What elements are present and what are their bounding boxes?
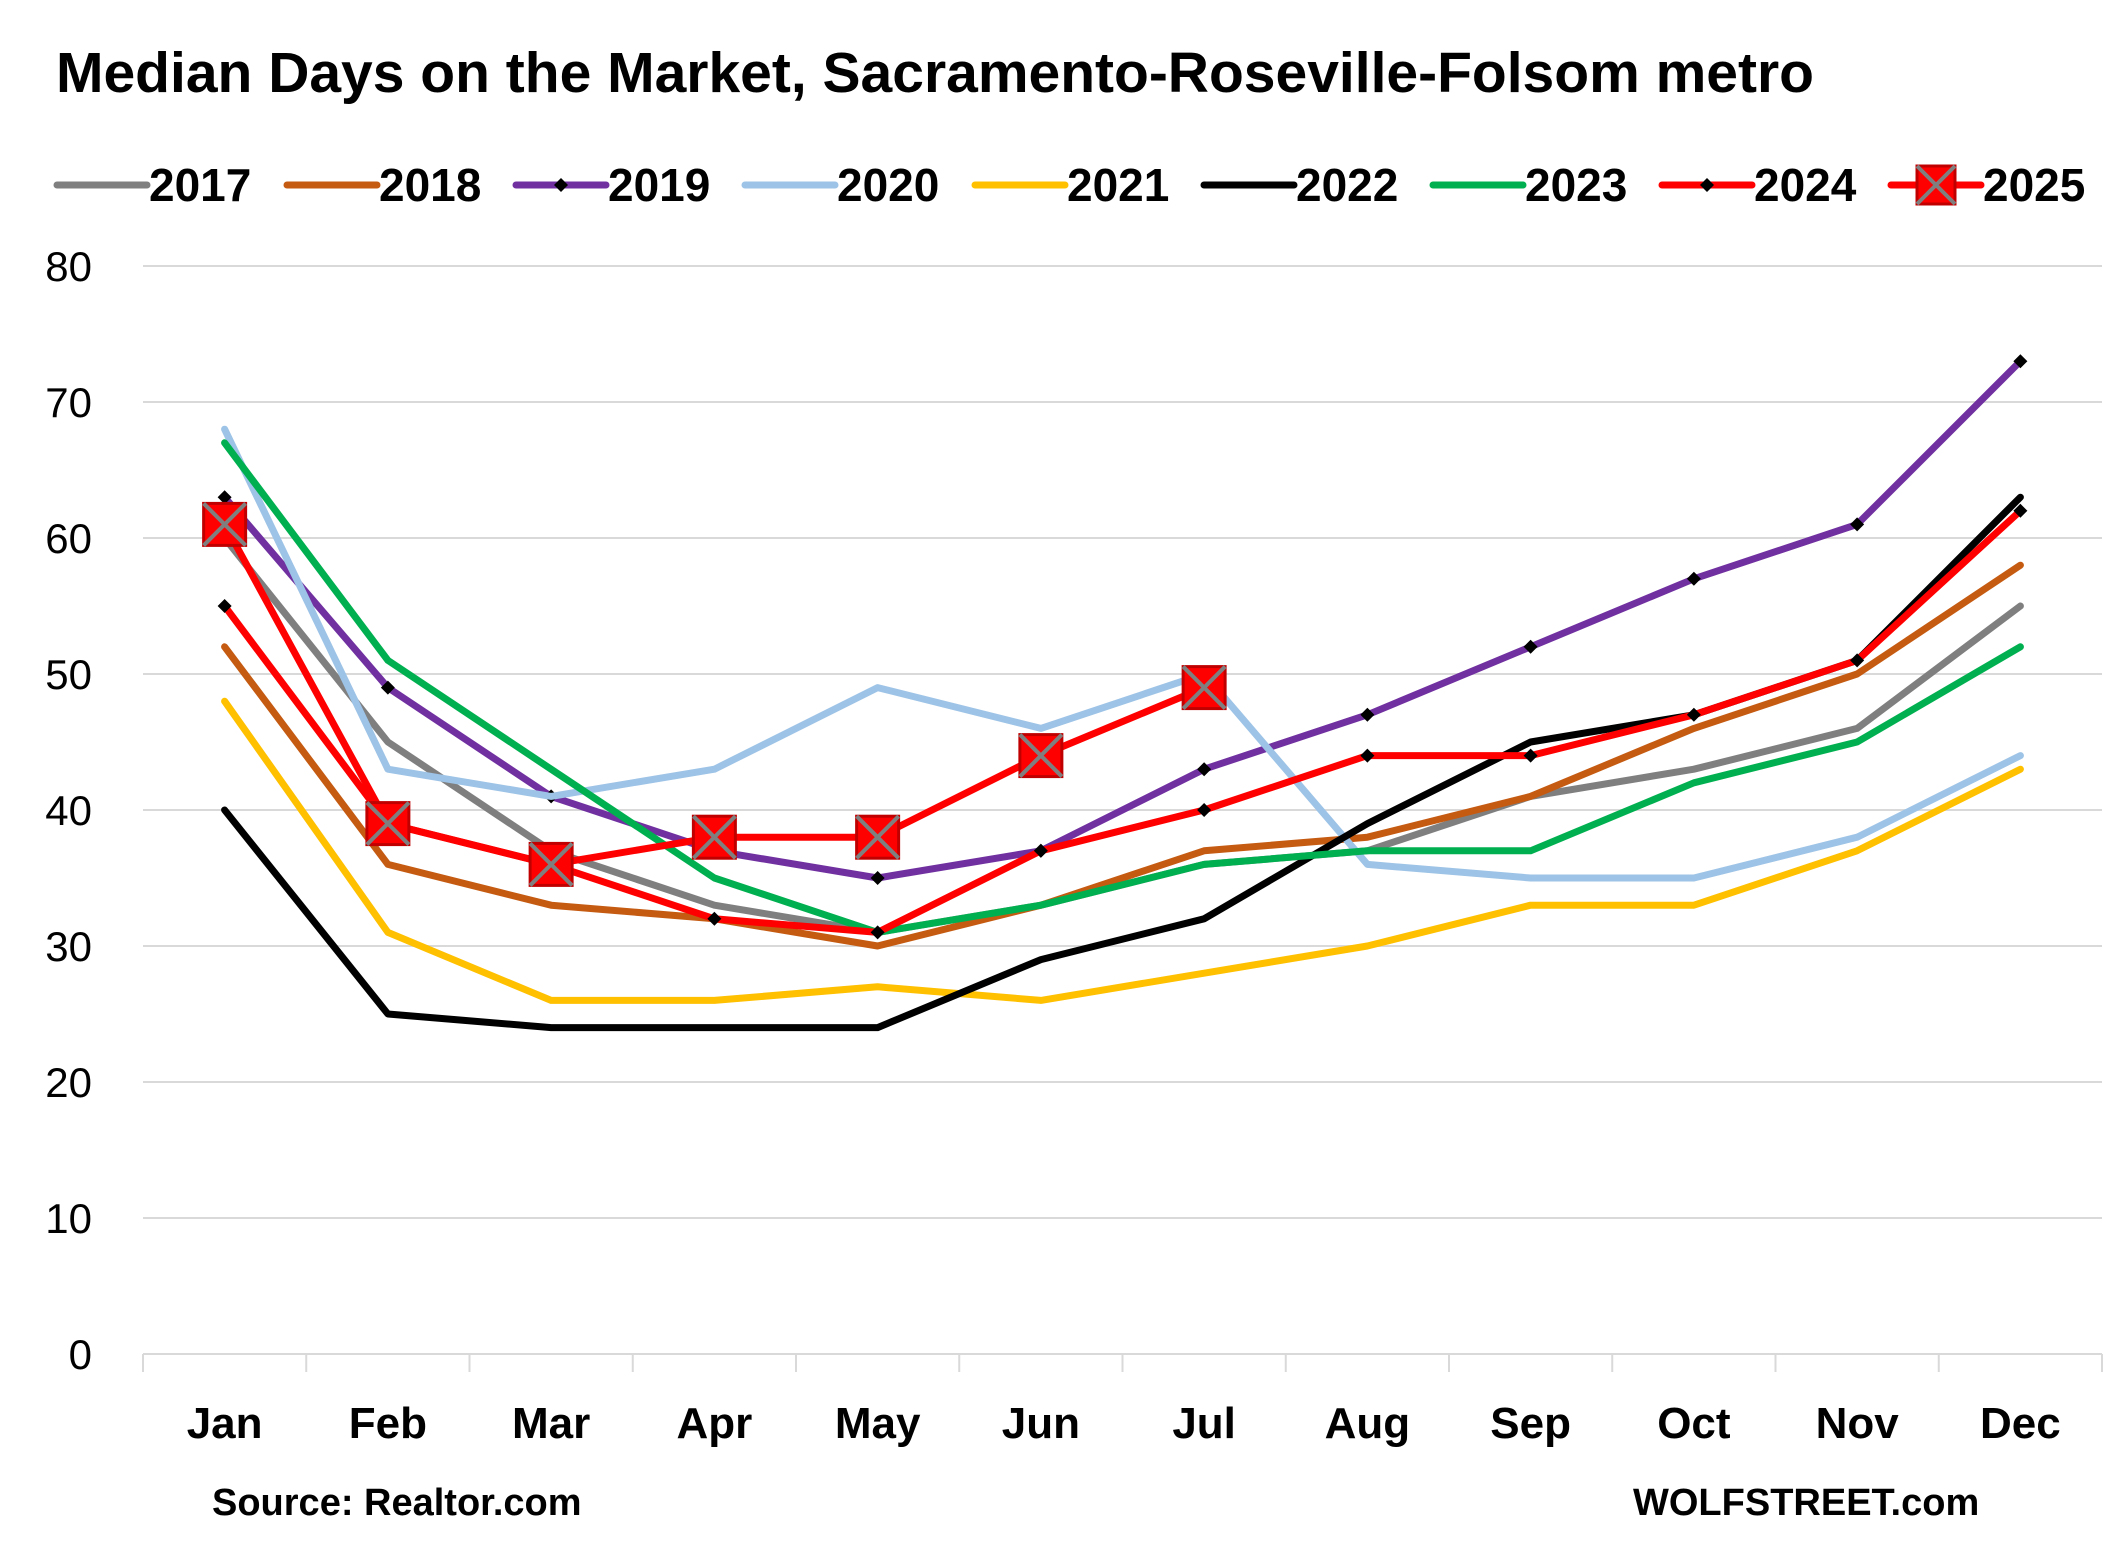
data-point bbox=[202, 501, 248, 547]
y-tick-label: 70 bbox=[45, 379, 92, 426]
data-point bbox=[1523, 639, 1538, 654]
y-tick-label: 60 bbox=[45, 515, 92, 562]
data-point bbox=[1018, 733, 1064, 779]
y-tick-label: 30 bbox=[45, 923, 92, 970]
credit-note: WOLFSTREET.com bbox=[1633, 1482, 1980, 1524]
x-tick-label: Oct bbox=[1657, 1399, 1731, 1448]
legend-item-2020: 2020 bbox=[741, 159, 939, 211]
series-line-2019 bbox=[221, 357, 2024, 882]
legend-label: 2025 bbox=[1983, 159, 2085, 211]
data-point bbox=[1033, 843, 1048, 858]
series-line-2021 bbox=[221, 697, 2024, 1004]
chart-title: Median Days on the Market, Sacramento-Ro… bbox=[56, 41, 1814, 105]
series-line-2018 bbox=[221, 561, 2024, 950]
x-tick-label: Mar bbox=[512, 1399, 590, 1448]
x-tick-label: Feb bbox=[349, 1399, 427, 1448]
data-point bbox=[2013, 503, 2028, 518]
y-tick-label: 80 bbox=[45, 243, 92, 290]
data-point bbox=[1850, 517, 1865, 532]
y-tick-label: 10 bbox=[45, 1195, 92, 1242]
x-tick-label: Jul bbox=[1172, 1399, 1236, 1448]
y-tick-label: 20 bbox=[45, 1059, 92, 1106]
legend-item-2018: 2018 bbox=[283, 159, 481, 211]
data-point bbox=[870, 871, 885, 885]
plot-series bbox=[202, 354, 2028, 1032]
data-point bbox=[528, 841, 574, 887]
x-tick-label: Dec bbox=[1980, 1399, 2061, 1448]
data-point bbox=[870, 925, 885, 940]
data-point bbox=[365, 801, 411, 847]
data-point bbox=[691, 814, 737, 860]
data-point bbox=[1360, 707, 1375, 722]
legend-label: 2022 bbox=[1296, 159, 1398, 211]
data-point bbox=[1197, 762, 1212, 777]
series-2025 bbox=[202, 501, 1227, 887]
x-tick-label: Nov bbox=[1816, 1399, 1900, 1448]
x-tick-label: Jun bbox=[1002, 1399, 1080, 1448]
legend-item-2017: 2017 bbox=[53, 159, 251, 211]
x-tick-label: May bbox=[835, 1399, 921, 1448]
legend-item-2021: 2021 bbox=[971, 159, 1169, 211]
y-tick-label: 0 bbox=[69, 1331, 92, 1378]
x-tick-label: Apr bbox=[676, 1399, 752, 1448]
legend-item-2019: 2019 bbox=[512, 159, 710, 211]
y-tick-label: 50 bbox=[45, 651, 92, 698]
x-tick-label: Jan bbox=[187, 1399, 263, 1448]
data-point bbox=[855, 814, 901, 860]
x-axis: Jan Feb Mar Apr May Jun Jul Aug Sep Oct Nov Dec bbox=[142, 1353, 2103, 1448]
legend: 2017 2018 2019 2020 2021 2022 2023 2024 2025 bbox=[53, 159, 2085, 211]
data-point bbox=[1181, 665, 1227, 711]
series-line-2023 bbox=[221, 439, 2024, 936]
series-2020 bbox=[221, 425, 2024, 882]
legend-label: 2018 bbox=[379, 159, 481, 211]
data-point bbox=[217, 490, 232, 505]
legend-label: 2020 bbox=[837, 159, 939, 211]
y-tick-label: 40 bbox=[45, 787, 92, 834]
data-point bbox=[1523, 748, 1538, 763]
x-tick-label: Sep bbox=[1490, 1399, 1571, 1448]
legend-label: 2023 bbox=[1525, 159, 1627, 211]
legend-label: 2017 bbox=[149, 159, 251, 211]
data-point bbox=[2013, 354, 2028, 369]
legend-item-2022: 2022 bbox=[1200, 159, 1398, 211]
legend-item-2025: 2025 bbox=[1887, 159, 2085, 211]
series-2021 bbox=[221, 697, 2024, 1004]
x-tick-label: Aug bbox=[1325, 1399, 1411, 1448]
data-point bbox=[1850, 653, 1865, 668]
legend-label: 2019 bbox=[608, 159, 710, 211]
data-point bbox=[217, 599, 232, 613]
legend-label: 2024 bbox=[1754, 159, 1857, 211]
legend-item-2023: 2023 bbox=[1429, 159, 1627, 211]
legend-label: 2021 bbox=[1067, 159, 1169, 211]
data-point bbox=[380, 680, 395, 695]
data-point bbox=[707, 911, 722, 926]
data-point bbox=[1360, 748, 1375, 763]
legend-item-2024: 2024 bbox=[1658, 159, 1857, 211]
data-point bbox=[1686, 571, 1701, 586]
series-2023 bbox=[221, 439, 2024, 936]
series-line-2020 bbox=[221, 425, 2024, 882]
source-note: Source: Realtor.com bbox=[212, 1482, 582, 1524]
data-point bbox=[1197, 803, 1212, 817]
data-point bbox=[1686, 707, 1701, 722]
y-axis: 0 10 20 30 40 50 60 70 80 bbox=[45, 243, 92, 1378]
